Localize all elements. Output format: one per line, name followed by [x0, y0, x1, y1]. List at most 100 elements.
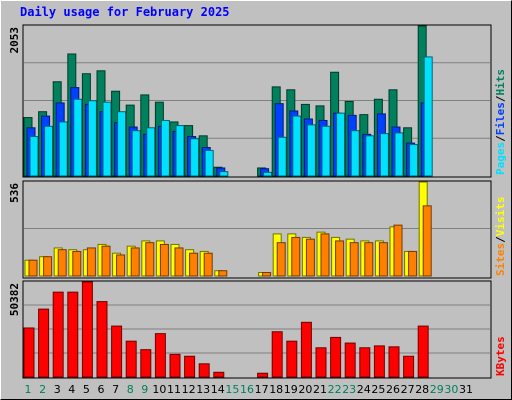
x-axis-label-day-6: 6	[98, 383, 105, 396]
visits-bar-sites-day-11	[174, 247, 184, 277]
hits-bar-pages-day-8	[131, 130, 141, 177]
kbytes-bar-kbytes-day-9	[140, 349, 152, 378]
kbytes-bar-kbytes-day-20	[300, 321, 312, 378]
x-axis-label-day-21: 21	[313, 383, 327, 396]
chart-title: Daily usage for February 2025	[20, 5, 230, 19]
hits-legend-entry: /	[494, 135, 507, 142]
kbytes-bar-kbytes-day-5	[81, 281, 93, 378]
x-axis-label-day-3: 3	[54, 383, 61, 396]
visits-bar-sites-day-20	[305, 238, 315, 277]
x-axis-label-day-23: 23	[342, 383, 356, 396]
hits-legend-entry: /	[494, 95, 507, 102]
kbytes-bar-kbytes-day-22	[330, 336, 342, 378]
visits-bar-sites-day-28	[422, 205, 432, 277]
x-axis-label-day-12: 12	[182, 383, 196, 396]
hits-bar-pages-day-2	[44, 125, 54, 177]
kbytes-bar-kbytes-day-2	[38, 308, 50, 378]
hits-legend: Pages/Files/Hits	[494, 69, 507, 175]
hits-bar-pages-day-13	[204, 149, 214, 177]
hits-legend-entry: Hits	[494, 69, 507, 96]
hits-bar-pages-day-20	[306, 124, 316, 177]
x-axis-label-day-30: 30	[444, 383, 458, 396]
hits-bar-pages-day-9	[146, 127, 156, 177]
hits-bar-pages-day-28	[423, 56, 433, 177]
hits-bar-pages-day-25	[379, 133, 389, 177]
hits-bar-pages-day-3	[58, 121, 68, 177]
visits-bar-sites-day-21	[320, 233, 330, 277]
kbytes-bar-kbytes-day-6	[96, 301, 108, 378]
x-axis-label-day-15: 15	[225, 383, 239, 396]
x-axis-label-day-8: 8	[127, 383, 134, 396]
kbytes-bar-kbytes-day-14	[213, 371, 225, 378]
kbytes-bar-kbytes-day-28	[417, 325, 429, 378]
kbytes-ymax-label: 50382	[8, 283, 21, 316]
x-axis-label-day-27: 27	[401, 383, 415, 396]
hits-bar-pages-day-10	[160, 119, 170, 177]
x-axis-label-day-9: 9	[141, 383, 148, 396]
visits-bar-sites-day-18	[276, 242, 286, 277]
hits-bar-pages-day-7	[117, 111, 127, 177]
x-axis-label-day-22: 22	[328, 383, 342, 396]
hits-bar-pages-day-14	[219, 171, 229, 177]
hits-bar-pages-day-6	[102, 101, 112, 177]
visits-legend-entry: Visits	[494, 197, 507, 237]
visits-bar-sites-day-13	[203, 252, 213, 277]
hits-bar-pages-day-18	[277, 136, 287, 177]
kbytes-bar-kbytes-day-13	[198, 363, 210, 378]
visits-bar-sites-day-17	[262, 271, 272, 277]
x-axis-label-day-7: 7	[112, 383, 119, 396]
hits-bar-pages-day-26	[394, 132, 404, 177]
kbytes-bar-kbytes-day-1	[23, 327, 35, 378]
visits-bar-sites-day-19	[291, 236, 301, 277]
hits-bar-pages-day-21	[321, 125, 331, 177]
kbytes-legend-entry: KBytes	[494, 336, 507, 376]
x-axis-label-day-25: 25	[371, 383, 385, 396]
hits-bar-pages-day-5	[87, 100, 97, 177]
kbytes-bar-kbytes-day-17	[257, 372, 269, 378]
x-axis-label-day-14: 14	[211, 383, 225, 396]
kbytes-bar-kbytes-day-4	[67, 291, 79, 378]
visits-bar-sites-day-5	[86, 247, 96, 277]
visits-bar-sites-day-8	[130, 247, 140, 277]
hits-bar-pages-day-22	[336, 112, 346, 177]
kbytes-bar-kbytes-day-10	[154, 333, 166, 378]
x-axis-label-day-5: 5	[83, 383, 90, 396]
kbytes-bar-kbytes-day-24	[359, 347, 371, 378]
x-axis-label-day-2: 2	[39, 383, 46, 396]
kbytes-bar-kbytes-day-7	[111, 325, 123, 378]
visits-bar-sites-day-1	[28, 259, 38, 277]
hits-legend-entry: Files	[494, 102, 507, 135]
visits-bar-sites-day-7	[116, 254, 126, 277]
visits-bar-sites-day-24	[364, 242, 374, 277]
visits-legend: Sites/Visits	[494, 197, 507, 277]
hits-bar-pages-day-24	[365, 135, 375, 177]
x-axis-label-day-29: 29	[430, 383, 444, 396]
visits-bar-sites-day-6	[101, 245, 111, 277]
visits-bar-sites-day-25	[378, 242, 388, 277]
visits-legend-entry: Sites	[494, 243, 507, 276]
hits-bar-pages-day-1	[29, 136, 39, 177]
visits-bar-sites-day-9	[145, 242, 155, 277]
visits-bar-sites-day-22	[335, 240, 345, 277]
visits-bar-sites-day-10	[159, 243, 169, 277]
x-axis-label-day-20: 20	[298, 383, 312, 396]
hits-bar-pages-day-12	[190, 138, 200, 177]
kbytes-bar-kbytes-day-18	[271, 331, 283, 378]
x-axis-label-day-24: 24	[357, 383, 371, 396]
x-axis-label-day-10: 10	[152, 383, 166, 396]
x-axis-label-day-1: 1	[25, 383, 32, 396]
visits-bar-sites-day-4	[72, 250, 82, 277]
visits-bar-sites-day-26	[393, 224, 403, 277]
hits-bar-pages-day-23	[350, 130, 360, 177]
x-axis-label-day-18: 18	[269, 383, 283, 396]
kbytes-bar-kbytes-day-8	[125, 340, 137, 378]
x-axis-label-day-31: 31	[459, 383, 473, 396]
kbytes-bar-kbytes-day-3	[52, 291, 64, 378]
visits-bar-sites-day-14	[218, 270, 228, 277]
x-axis-label-day-17: 17	[255, 383, 269, 396]
visits-bar-sites-day-27	[408, 250, 418, 277]
kbytes-bar-kbytes-day-21	[315, 347, 327, 378]
x-axis-label-day-13: 13	[196, 383, 210, 396]
hits-bar-pages-day-19	[292, 115, 302, 177]
